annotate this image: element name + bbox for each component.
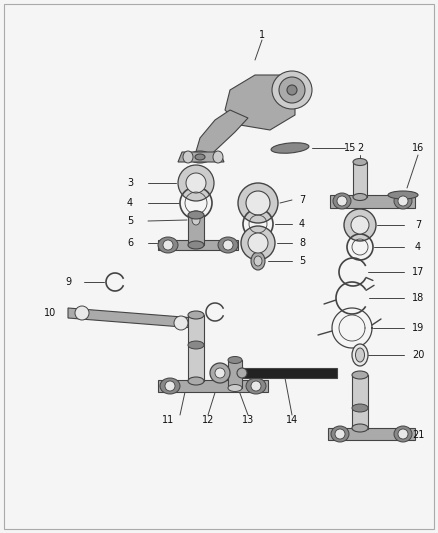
Ellipse shape <box>228 357 242 364</box>
Text: 4: 4 <box>415 242 421 252</box>
Ellipse shape <box>287 85 297 95</box>
Text: 14: 14 <box>286 415 298 425</box>
Bar <box>228 360 242 388</box>
Polygon shape <box>178 152 224 162</box>
Circle shape <box>398 196 408 206</box>
Circle shape <box>215 368 225 378</box>
Ellipse shape <box>272 71 312 109</box>
Text: 11: 11 <box>162 415 174 425</box>
Bar <box>242 368 337 378</box>
Circle shape <box>210 363 230 383</box>
Circle shape <box>344 209 376 241</box>
Polygon shape <box>195 110 248 160</box>
Circle shape <box>251 381 261 391</box>
Circle shape <box>223 240 233 250</box>
Ellipse shape <box>183 151 193 163</box>
Circle shape <box>238 183 278 223</box>
Ellipse shape <box>331 426 349 442</box>
Text: 1: 1 <box>259 30 265 40</box>
Circle shape <box>351 216 369 234</box>
Circle shape <box>337 196 347 206</box>
Text: 4: 4 <box>127 198 133 208</box>
Bar <box>188 215 204 245</box>
Ellipse shape <box>352 424 368 432</box>
Text: 4: 4 <box>299 219 305 229</box>
Ellipse shape <box>237 368 247 378</box>
Ellipse shape <box>188 377 204 385</box>
Ellipse shape <box>188 341 204 349</box>
Ellipse shape <box>394 426 412 442</box>
Ellipse shape <box>353 158 367 166</box>
Text: 17: 17 <box>412 267 424 277</box>
Ellipse shape <box>188 211 204 219</box>
Ellipse shape <box>160 378 180 394</box>
Circle shape <box>165 381 175 391</box>
Ellipse shape <box>192 215 200 225</box>
Ellipse shape <box>251 252 265 270</box>
Ellipse shape <box>189 151 211 163</box>
Ellipse shape <box>352 371 368 379</box>
Ellipse shape <box>352 404 368 412</box>
Ellipse shape <box>388 191 418 199</box>
Text: 13: 13 <box>242 415 254 425</box>
Polygon shape <box>158 240 238 250</box>
Ellipse shape <box>189 211 203 229</box>
Text: 7: 7 <box>415 220 421 230</box>
Text: 18: 18 <box>412 293 424 303</box>
Text: 3: 3 <box>127 178 133 188</box>
Text: 20: 20 <box>412 350 424 360</box>
Ellipse shape <box>218 237 238 253</box>
Circle shape <box>241 226 275 260</box>
Text: 21: 21 <box>412 430 424 440</box>
Ellipse shape <box>158 237 178 253</box>
Ellipse shape <box>228 384 242 392</box>
Circle shape <box>335 429 345 439</box>
Polygon shape <box>225 75 295 130</box>
Circle shape <box>178 165 214 201</box>
Bar <box>352 375 368 429</box>
Ellipse shape <box>254 256 262 266</box>
Bar <box>353 162 367 197</box>
Ellipse shape <box>352 344 368 366</box>
Text: 16: 16 <box>412 143 424 153</box>
Ellipse shape <box>394 193 412 209</box>
Circle shape <box>398 429 408 439</box>
Text: 6: 6 <box>127 238 133 248</box>
Ellipse shape <box>246 378 266 394</box>
Circle shape <box>248 233 268 253</box>
Ellipse shape <box>279 77 305 103</box>
Ellipse shape <box>188 241 204 249</box>
Polygon shape <box>330 195 415 208</box>
Ellipse shape <box>356 348 364 362</box>
Bar <box>188 315 204 381</box>
Ellipse shape <box>333 193 351 209</box>
Text: 12: 12 <box>202 415 214 425</box>
Circle shape <box>174 316 188 330</box>
Ellipse shape <box>213 151 223 163</box>
Circle shape <box>75 306 89 320</box>
Ellipse shape <box>195 154 205 160</box>
Ellipse shape <box>353 193 367 200</box>
Ellipse shape <box>188 311 204 319</box>
Text: 8: 8 <box>299 238 305 248</box>
Circle shape <box>186 173 206 193</box>
Text: 15: 15 <box>344 143 356 153</box>
Text: 5: 5 <box>127 216 133 226</box>
Polygon shape <box>68 308 195 328</box>
Text: 7: 7 <box>299 195 305 205</box>
Circle shape <box>246 191 270 215</box>
Text: 9: 9 <box>65 277 71 287</box>
Polygon shape <box>158 380 268 392</box>
Circle shape <box>163 240 173 250</box>
Ellipse shape <box>271 143 309 154</box>
Text: 5: 5 <box>299 256 305 266</box>
Text: 19: 19 <box>412 323 424 333</box>
Text: 2: 2 <box>357 143 363 153</box>
Text: 10: 10 <box>44 308 56 318</box>
Polygon shape <box>328 428 415 440</box>
